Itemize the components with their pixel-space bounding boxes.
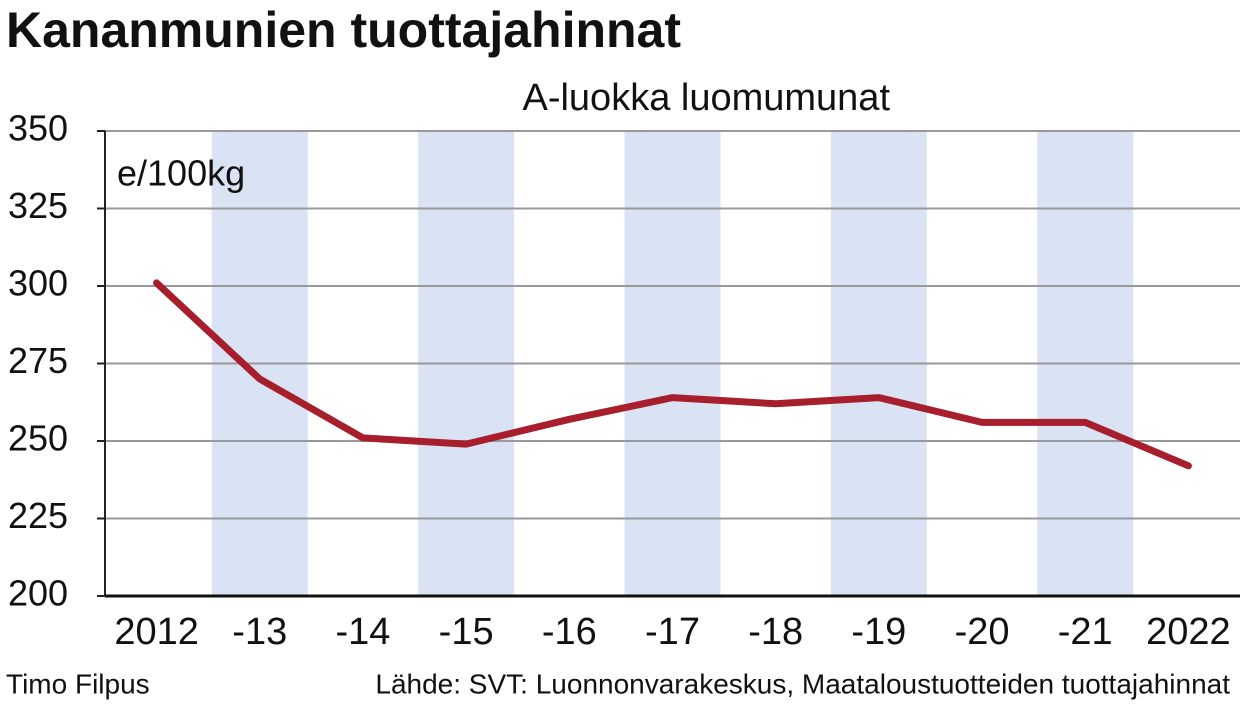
- y-tick-label: 225: [8, 495, 68, 536]
- x-tick-label: -19: [851, 611, 906, 653]
- x-tick-label: -15: [439, 611, 494, 653]
- source: Lähde: SVT: Luonnonvarakeskus, Maatalous…: [375, 668, 1230, 699]
- x-tick-label: -13: [232, 611, 287, 653]
- x-tick-label: -21: [1058, 611, 1113, 653]
- x-tick-label: -20: [955, 611, 1010, 653]
- y-tick-label: 300: [8, 263, 68, 304]
- y-tick-label: 275: [8, 340, 68, 381]
- x-tick-label: -14: [335, 611, 390, 653]
- y-axis-label: e/100kg: [117, 153, 245, 194]
- x-tick-label: 2022: [1146, 611, 1231, 653]
- chart-title: Kananmunien tuottajahinnat: [6, 2, 681, 58]
- y-tick-label: 250: [8, 418, 68, 459]
- y-tick-label: 325: [8, 185, 68, 226]
- x-tick-label: -17: [645, 611, 700, 653]
- y-tick-label: 350: [8, 108, 68, 149]
- x-tick-label: -16: [542, 611, 597, 653]
- line: [153, 279, 1192, 470]
- x-tick-label: -18: [748, 611, 803, 653]
- author: Timo Filpus: [6, 668, 150, 699]
- chart-subtitle: A-luokka luomumunat: [522, 77, 890, 119]
- y-tick-label: 200: [8, 573, 68, 614]
- x-tick-label: 2012: [114, 611, 199, 653]
